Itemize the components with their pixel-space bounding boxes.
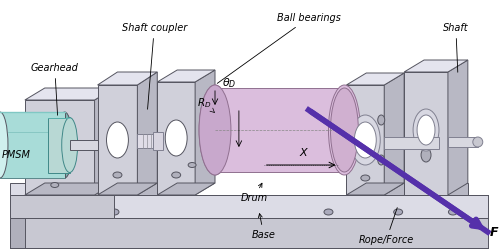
Ellipse shape [56,112,72,178]
Polygon shape [25,88,114,100]
Text: Shaft coupler: Shaft coupler [122,23,187,109]
Ellipse shape [448,209,458,215]
Bar [384,137,439,149]
Bar [448,137,478,147]
Polygon shape [138,72,158,195]
Polygon shape [94,88,114,195]
Polygon shape [158,82,195,195]
Polygon shape [346,183,404,195]
Ellipse shape [413,109,439,151]
Ellipse shape [378,155,384,165]
Text: Rope/Force: Rope/Force [358,208,414,245]
Bar [70,140,98,150]
Ellipse shape [113,172,122,178]
Ellipse shape [199,85,231,175]
Ellipse shape [62,118,78,172]
Ellipse shape [110,209,119,215]
Ellipse shape [328,85,360,175]
Text: Shaft: Shaft [443,23,468,72]
Text: Base: Base [252,214,276,240]
Ellipse shape [378,115,384,125]
Polygon shape [448,60,468,195]
Polygon shape [98,183,158,195]
Polygon shape [404,72,448,195]
Polygon shape [10,183,115,195]
Polygon shape [10,218,488,248]
Text: X: X [300,148,308,158]
Bar [138,134,154,148]
Bar [48,118,70,173]
Ellipse shape [361,175,370,181]
Bar [154,132,163,150]
Polygon shape [384,73,404,195]
Ellipse shape [51,182,59,188]
Polygon shape [346,73,404,85]
Ellipse shape [106,122,128,158]
Ellipse shape [0,112,8,178]
Bar [215,88,344,172]
Polygon shape [10,195,488,218]
Text: Gearhead: Gearhead [31,63,78,115]
Text: Drum: Drum [240,183,268,203]
Polygon shape [10,195,25,248]
Ellipse shape [49,147,60,163]
Ellipse shape [350,115,380,165]
Polygon shape [195,70,215,195]
Polygon shape [25,100,94,195]
Polygon shape [346,85,384,195]
Polygon shape [98,85,138,195]
Ellipse shape [188,162,196,168]
Polygon shape [98,183,158,195]
Ellipse shape [417,115,435,145]
Polygon shape [158,70,215,82]
Ellipse shape [394,209,402,215]
Bar [0,112,64,178]
Polygon shape [346,183,404,195]
Ellipse shape [330,88,358,172]
Polygon shape [98,72,158,85]
Polygon shape [404,60,468,72]
Ellipse shape [421,148,431,162]
Ellipse shape [55,209,64,215]
Ellipse shape [172,172,180,178]
Ellipse shape [199,85,231,175]
Polygon shape [10,195,115,218]
Text: $\theta_D$: $\theta_D$ [222,76,236,90]
Text: Ball bearings: Ball bearings [218,13,340,84]
Ellipse shape [473,137,483,147]
Polygon shape [25,183,114,195]
Ellipse shape [165,120,187,156]
Ellipse shape [354,122,376,158]
Ellipse shape [324,209,333,215]
Polygon shape [404,183,468,195]
Ellipse shape [354,122,376,158]
Polygon shape [404,183,468,195]
Polygon shape [158,183,215,195]
Ellipse shape [416,114,436,146]
Text: F: F [490,226,498,238]
Text: PMSM: PMSM [2,150,31,160]
Text: $R_D$: $R_D$ [197,96,214,112]
